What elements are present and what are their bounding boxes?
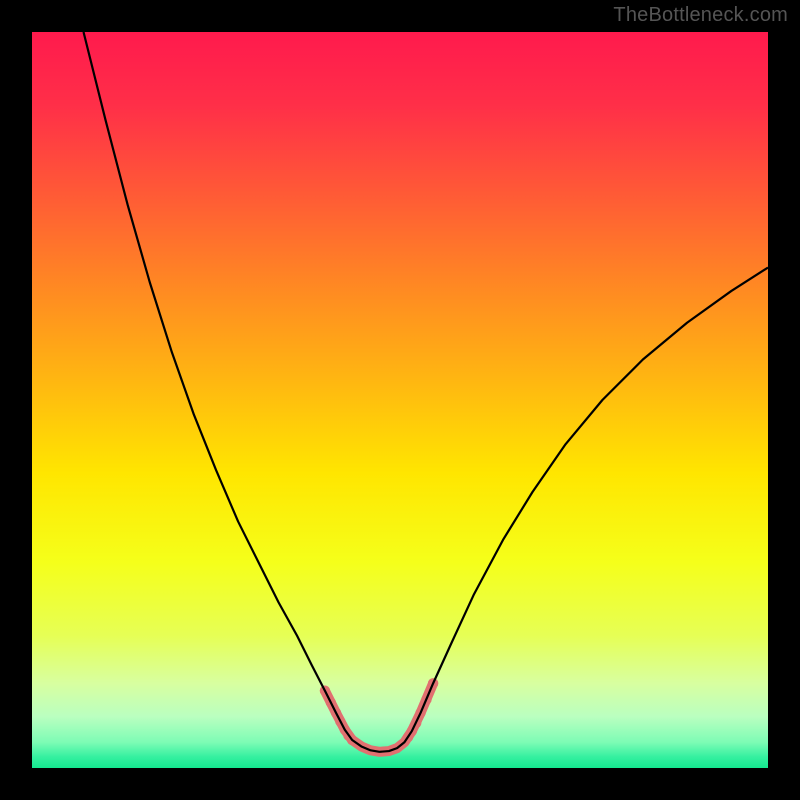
- chart-container: TheBottleneck.com: [0, 0, 800, 800]
- curve-layer: [32, 32, 768, 768]
- watermark-text: TheBottleneck.com: [613, 4, 788, 27]
- plot-area: [32, 32, 768, 768]
- bottleneck-curve: [84, 32, 768, 752]
